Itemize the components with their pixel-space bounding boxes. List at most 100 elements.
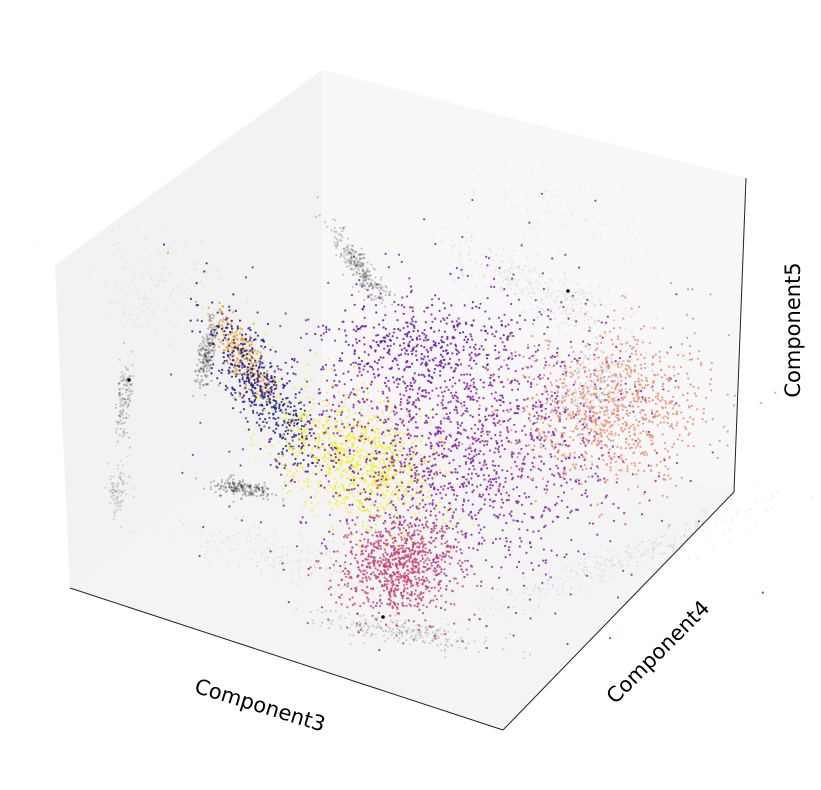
shadow-point [609, 399, 612, 402]
shadow-point [202, 361, 205, 364]
scatter-point [342, 372, 345, 375]
shadow-point [498, 272, 501, 275]
shadow-point [122, 397, 125, 400]
shadow-point [116, 241, 120, 244]
scatter-point [424, 516, 427, 519]
scatter-point [266, 401, 269, 404]
shadow-point [529, 270, 532, 273]
shadow-point [117, 282, 120, 286]
scatter-point [413, 381, 416, 384]
shadow-point [230, 488, 234, 491]
shadow-point [357, 582, 360, 585]
shadow-point [527, 269, 530, 272]
scatter-point [285, 466, 288, 469]
scatter-point [507, 323, 510, 326]
shadow-point [116, 481, 119, 484]
scatter-point [515, 486, 519, 489]
shadow-point [689, 528, 692, 532]
scatter-point [358, 508, 361, 511]
shadow-point [574, 388, 577, 391]
scatter-point [494, 477, 498, 480]
shadow-point [233, 482, 237, 485]
scatter-point [427, 470, 430, 473]
shadow-point [208, 540, 211, 544]
shadow-point [753, 483, 756, 486]
shadow-point [124, 398, 127, 401]
shadow-point [480, 253, 483, 256]
scatter-point [392, 410, 395, 413]
scatter-point [402, 490, 405, 493]
shadow-point [85, 304, 88, 307]
shadow-point [467, 216, 470, 219]
shadow-point [547, 289, 550, 292]
shadow-point [689, 526, 692, 529]
scatter-point [497, 445, 500, 448]
shadow-point [602, 258, 605, 261]
scatter-point [430, 447, 433, 450]
scatter-point [380, 472, 383, 475]
scatter-point [236, 369, 239, 372]
shadow-point [207, 337, 210, 340]
shadow-point [364, 272, 367, 275]
scatter-point [332, 432, 335, 435]
shadow-point [197, 358, 201, 361]
scatter-point [225, 317, 229, 320]
shadow-point [588, 285, 591, 288]
scatter-point [508, 546, 511, 549]
shadow-point [208, 359, 211, 362]
shadow-point [670, 543, 673, 546]
scatter-point [352, 484, 355, 487]
scatter-point [310, 418, 313, 421]
shadow-point [116, 277, 119, 280]
scatter-point [257, 360, 260, 363]
scatter-point [305, 427, 308, 430]
shadow-point [558, 188, 561, 192]
shadow-point [118, 224, 121, 227]
shadow-point [595, 355, 598, 359]
shadow-point [616, 381, 620, 384]
scatter-point [278, 403, 281, 406]
scatter-point [606, 315, 609, 318]
scatter-point [401, 296, 404, 299]
shadow-point [277, 556, 281, 559]
scatter-point [469, 384, 472, 387]
shadow-point [413, 629, 416, 632]
scatter-point [465, 373, 468, 376]
shadow-point [154, 237, 157, 240]
shadow-point [645, 248, 648, 251]
shadow-point [522, 650, 525, 653]
scatter-point [277, 367, 280, 371]
scatter-point [405, 472, 408, 475]
scatter-point [253, 433, 256, 436]
scatter-point [341, 422, 344, 426]
scatter-point [252, 357, 255, 360]
shadow-point [649, 326, 653, 329]
shadow-point [227, 481, 230, 484]
scatter-point [340, 501, 343, 505]
shadow-point [609, 370, 612, 374]
shadow-point [206, 358, 209, 361]
shadow-point [391, 303, 394, 306]
shadow-point [246, 483, 249, 486]
scatter-point [414, 476, 417, 479]
scatter-point [470, 351, 473, 354]
shadow-point [109, 502, 112, 505]
scatter-point [357, 469, 360, 472]
scatter-point [293, 424, 296, 427]
scatter-point [253, 381, 256, 385]
shadow-point [627, 560, 630, 563]
shadow-point [209, 314, 212, 317]
shadow-point [236, 485, 239, 488]
shadow-point [112, 518, 115, 521]
scatter-point [266, 383, 269, 386]
shadow-point [204, 349, 207, 352]
shadow-point [602, 379, 606, 382]
scatter-point [293, 480, 296, 484]
shadow-point [125, 380, 128, 383]
scatter-point [266, 394, 269, 397]
shadow-point [475, 286, 478, 289]
scatter-point [492, 373, 495, 376]
shadow-point [202, 365, 205, 368]
shadow-point [482, 275, 485, 278]
scatter-point [262, 338, 265, 341]
